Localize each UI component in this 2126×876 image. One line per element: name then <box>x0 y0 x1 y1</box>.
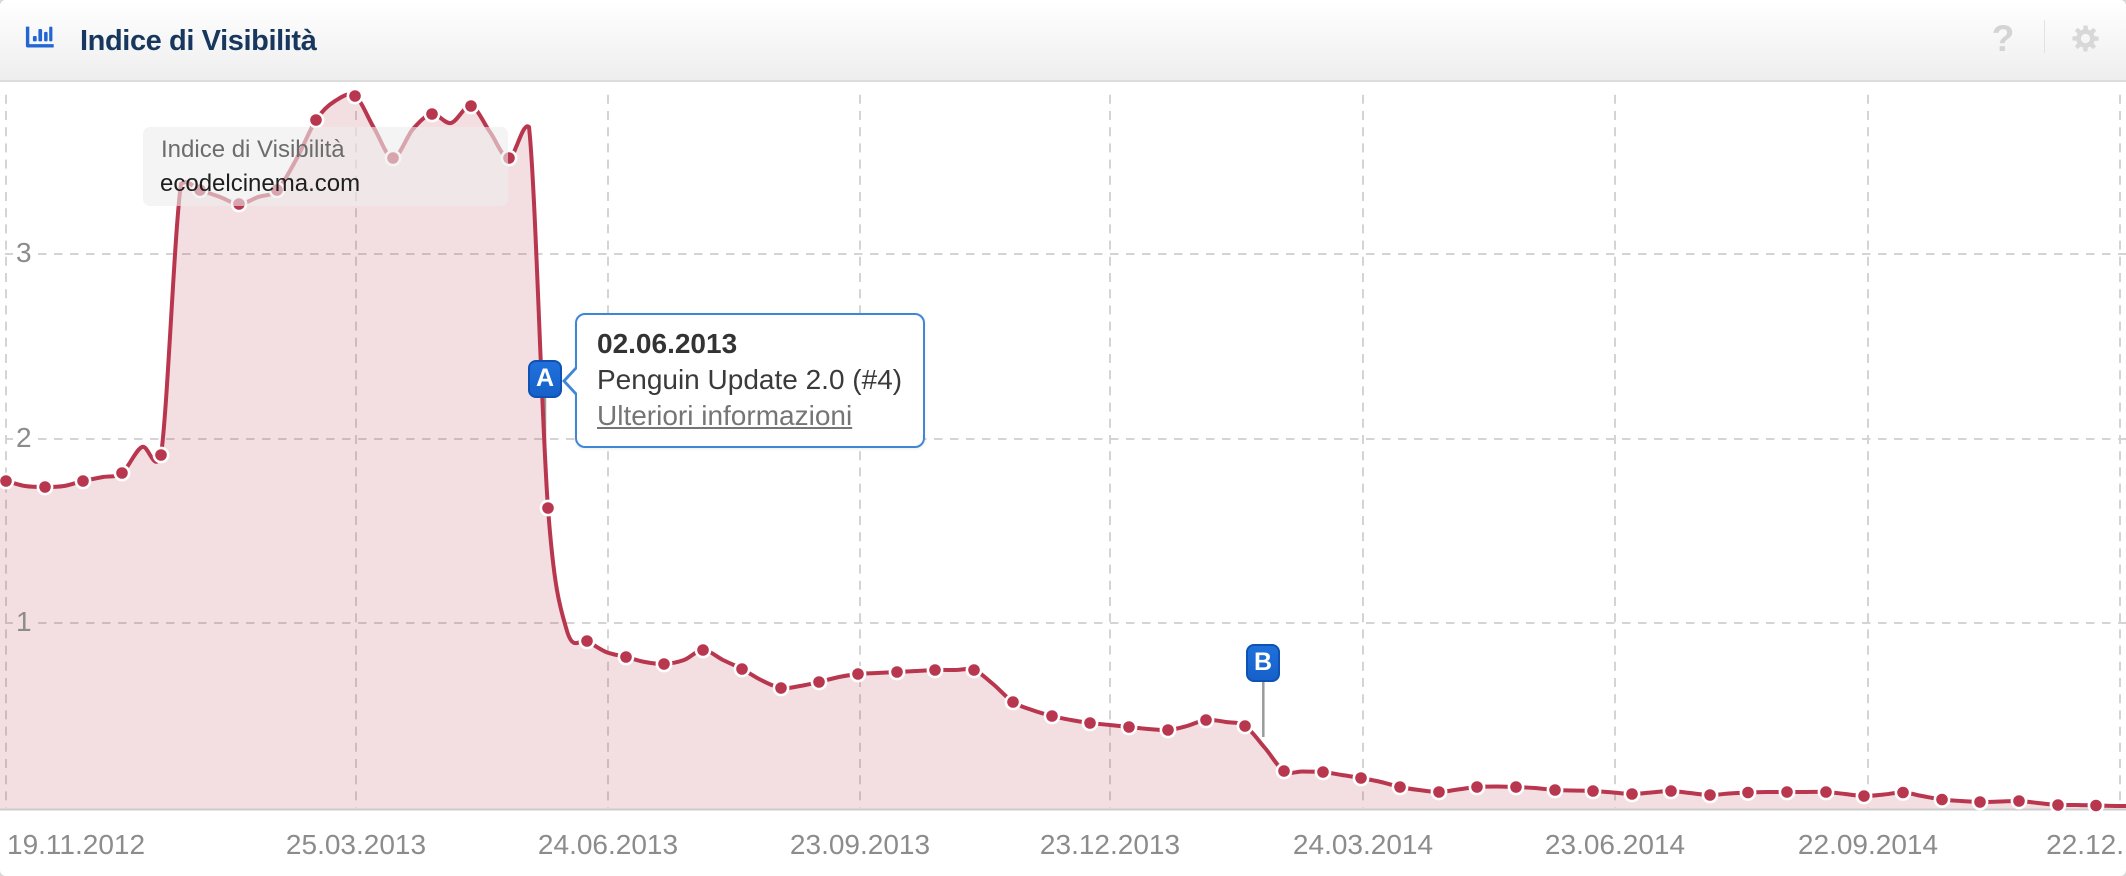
svg-text:3: 3 <box>16 237 32 268</box>
svg-text:24.03.2014: 24.03.2014 <box>1293 829 1433 860</box>
svg-text:2: 2 <box>16 422 32 453</box>
svg-text:22.12.: 22.12. <box>2046 829 2124 860</box>
svg-text:23.12.2013: 23.12.2013 <box>1040 829 1180 860</box>
svg-text:19.11.2012: 19.11.2012 <box>7 829 145 860</box>
svg-text:24.06.2013: 24.06.2013 <box>538 829 678 860</box>
svg-text:23.09.2013: 23.09.2013 <box>790 829 930 860</box>
svg-text:23.06.2014: 23.06.2014 <box>1545 829 1685 860</box>
svg-text:25.03.2013: 25.03.2013 <box>286 829 426 860</box>
svg-text:22.09.2014: 22.09.2014 <box>1798 829 1938 860</box>
svg-text:1: 1 <box>16 606 32 637</box>
